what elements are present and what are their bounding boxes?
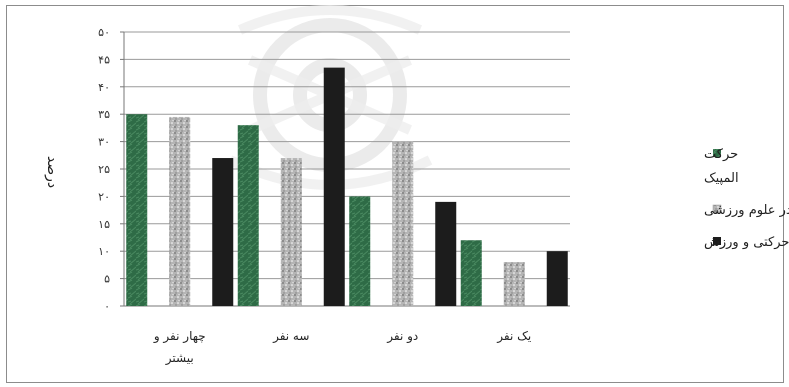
y-tick-label: ۱۰ xyxy=(98,245,110,258)
y-tick-label: ۲۰ xyxy=(98,190,110,203)
legend-swatch xyxy=(713,237,721,245)
bar xyxy=(323,67,345,307)
labels: ۰ ۵ ۱۰ ۱۵ ۲۰ ۲۵ ۳۰ ۳۵ ۴۰ ۴۵ ۵۰ درصد چهار نفر و بیشتر س… xyxy=(44,26,531,366)
x-tick-label: بیشتر xyxy=(165,351,194,366)
legend-label: المپیک xyxy=(704,171,739,186)
bar xyxy=(212,158,234,306)
bars xyxy=(126,67,568,307)
bar xyxy=(237,125,259,306)
legend-swatch xyxy=(712,204,722,214)
y-tick-label: ۳۵ xyxy=(98,108,110,121)
legend-label: علوم حرکتی و ورزش xyxy=(704,235,789,250)
y-tick-label: ۱۵ xyxy=(98,218,110,231)
y-tick-label: ۴۵ xyxy=(98,53,110,66)
bar xyxy=(503,262,525,306)
legend-label: پژوهش در علوم ورزشی xyxy=(704,203,789,218)
y-tick-label: ۲۵ xyxy=(98,163,110,176)
bar xyxy=(126,114,148,306)
legend-swatch xyxy=(713,149,721,157)
y-axis-label: درصد xyxy=(44,156,60,188)
y-tick-label: ۳۰ xyxy=(98,136,110,149)
y-tick-label: ۵۰ xyxy=(98,26,110,39)
bar xyxy=(349,196,371,306)
bar xyxy=(280,158,302,306)
axes xyxy=(120,31,570,307)
bar xyxy=(460,240,482,306)
legend: حرکت المپیک پژوهش در علوم ورزشی علوم حرکتی … xyxy=(704,147,789,250)
x-tick-label: دو نفر xyxy=(386,329,418,344)
gridlines xyxy=(124,31,570,307)
y-tick-label: ۴۰ xyxy=(98,81,110,94)
y-tick-label: ۰ xyxy=(104,300,110,313)
bar xyxy=(435,201,457,306)
bar xyxy=(392,141,414,306)
x-tick-label: سه نفر xyxy=(272,329,309,344)
y-tick-label: ۵ xyxy=(104,273,110,286)
x-tick-label: یک نفر xyxy=(496,329,531,344)
bar xyxy=(169,116,191,306)
x-tick-label: چهار نفر و xyxy=(153,329,206,344)
legend-label: حرکت xyxy=(704,147,738,162)
bar xyxy=(546,251,568,306)
